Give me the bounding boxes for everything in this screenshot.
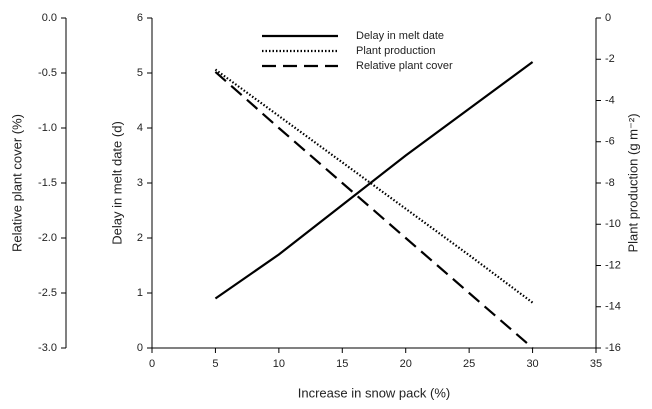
y-axis-title: Delay in melt date (d) (109, 121, 124, 245)
data-line (214, 68, 534, 304)
y2-tick-label: -4 (605, 94, 615, 106)
y2-tick-label: -8 (605, 177, 615, 189)
y-tick-label: 6 (137, 12, 143, 24)
y3-tick-label: -2.0 (38, 232, 57, 244)
data-line (214, 71, 534, 349)
y2-axis-title: Plant production (g m⁻²) (625, 113, 640, 252)
y-tick-label: 4 (137, 122, 143, 134)
y3-tick-label: -1.0 (38, 122, 57, 134)
x-axis-title: Increase in snow pack (%) (298, 385, 450, 400)
y2-tick-label: -6 (605, 136, 615, 148)
data-line (214, 61, 534, 300)
legend-label: Plant production (356, 45, 436, 57)
y-tick-label: 5 (137, 67, 143, 79)
y3-tick-label: -1.5 (38, 177, 57, 189)
y-tick-label: 1 (137, 287, 143, 299)
y-tick-label: 0 (137, 342, 143, 354)
y3-tick-label: 0.0 (42, 12, 57, 24)
x-tick-label: 25 (463, 358, 475, 370)
x-tick-label: 20 (400, 358, 412, 370)
y2-tick-label: -10 (605, 218, 621, 230)
legend-label: Delay in melt date (356, 30, 444, 42)
y2-tick-label: -12 (605, 259, 621, 271)
x-tick-label: 10 (273, 358, 285, 370)
y3-axis-title: Relative plant cover (%) (9, 114, 24, 252)
x-tick-label: 0 (149, 358, 155, 370)
y2-tick-label: -16 (605, 342, 621, 354)
y2-tick-label: -2 (605, 53, 615, 65)
x-tick-label: 30 (526, 358, 538, 370)
y2-tick-label: 0 (605, 12, 611, 24)
y3-tick-label: -0.5 (38, 67, 57, 79)
y-tick-label: 2 (137, 232, 143, 244)
y3-tick-label: -3.0 (38, 342, 57, 354)
legend-label: Relative plant cover (356, 60, 453, 72)
x-tick-label: 5 (212, 358, 218, 370)
x-tick-label: 15 (336, 358, 348, 370)
y-tick-label: 3 (137, 177, 143, 189)
y3-tick-label: -2.5 (38, 287, 57, 299)
x-tick-label: 35 (590, 358, 602, 370)
y2-tick-label: -14 (605, 301, 621, 313)
